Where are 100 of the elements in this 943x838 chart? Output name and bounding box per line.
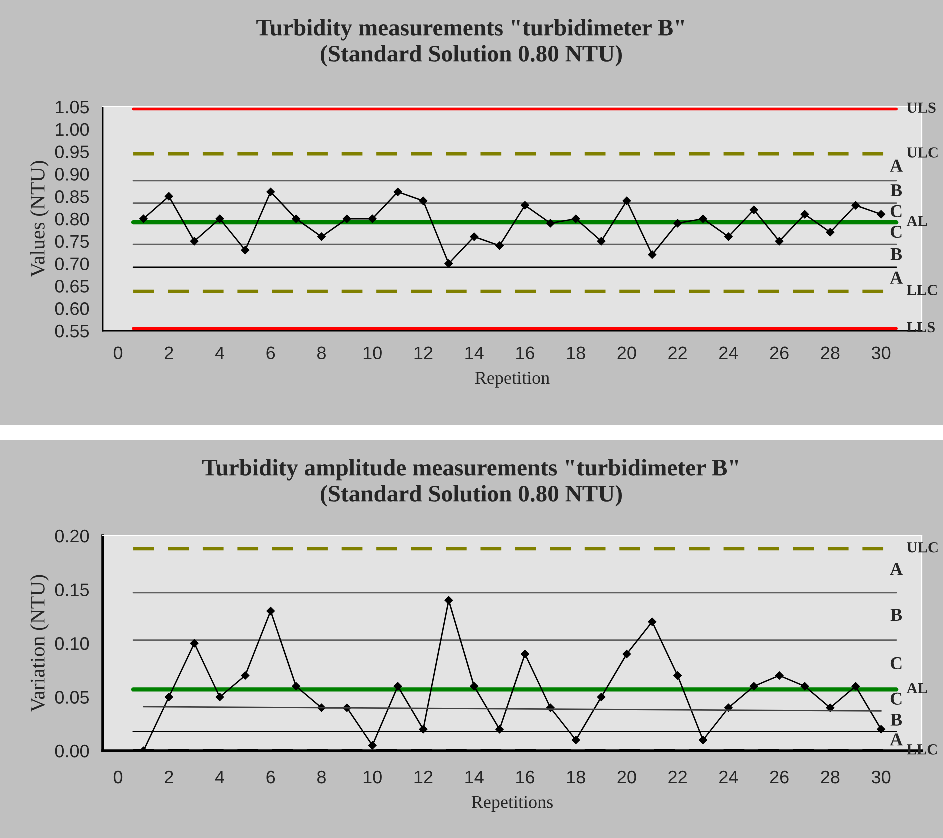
point xyxy=(521,201,530,210)
point xyxy=(216,693,224,702)
y-axis-title: Variation (NTU) xyxy=(30,575,50,712)
point xyxy=(419,196,428,206)
y-axis-title: Values (NTU) xyxy=(30,161,50,278)
x-tick-label: 16 xyxy=(516,346,534,360)
point xyxy=(216,214,224,224)
point xyxy=(470,682,478,691)
point xyxy=(800,682,810,691)
point xyxy=(648,250,657,259)
ref-line-label: LLC xyxy=(907,285,937,296)
point xyxy=(674,219,682,228)
annotation: B xyxy=(890,714,902,726)
point xyxy=(826,228,835,237)
point xyxy=(266,188,275,196)
annotation: C xyxy=(890,657,902,670)
point xyxy=(241,672,250,680)
point xyxy=(775,672,784,680)
x-tick-label: 0 xyxy=(114,346,123,360)
point xyxy=(622,650,632,658)
x-tick-label: 2 xyxy=(165,770,174,784)
x-tick-label: 30 xyxy=(872,770,891,784)
point xyxy=(419,725,428,734)
point xyxy=(852,682,860,691)
x-tick-label: 12 xyxy=(414,770,433,784)
point xyxy=(724,232,733,242)
point xyxy=(266,607,275,616)
point xyxy=(877,210,886,219)
y-tick-label: 0.55 xyxy=(55,324,90,338)
point xyxy=(699,214,708,224)
point xyxy=(444,596,454,605)
point xyxy=(190,639,199,648)
y-tick-label: 0.75 xyxy=(55,235,90,248)
x-tick-label: 10 xyxy=(364,770,382,784)
ref-line-label: AL xyxy=(906,216,928,226)
y-tick-label: 1.00 xyxy=(56,123,90,136)
y-tick-label: 0.65 xyxy=(55,280,90,293)
y-tick-label: 0.60 xyxy=(55,302,90,316)
x-tick-label: 16 xyxy=(516,770,534,784)
point xyxy=(674,672,682,680)
point xyxy=(165,192,174,201)
chart-title: Turbidity measurements "turbidimeter B" xyxy=(256,19,684,41)
x-tick-label: 10 xyxy=(364,346,382,360)
point xyxy=(368,741,377,750)
point xyxy=(343,214,352,224)
x-tick-label: 24 xyxy=(720,346,738,360)
x-tick-label: 22 xyxy=(668,770,687,784)
point xyxy=(496,242,504,250)
point xyxy=(318,232,326,242)
point xyxy=(190,237,199,246)
annotation: A xyxy=(890,734,903,746)
y-tick-label: 0.80 xyxy=(55,212,90,226)
x-axis-title: Repetition xyxy=(475,372,550,388)
x-tick-label: 20 xyxy=(618,346,636,360)
point xyxy=(292,682,300,691)
x-tick-label: 22 xyxy=(668,346,687,360)
x-tick-label: 8 xyxy=(318,770,326,784)
ref-line-label: ULC xyxy=(907,542,938,553)
point xyxy=(394,682,402,691)
y-tick-label: 0.00 xyxy=(55,744,90,758)
annotation: C xyxy=(890,205,902,218)
annotation: C xyxy=(890,692,902,705)
point xyxy=(852,201,860,210)
x-tick-label: 24 xyxy=(720,770,738,784)
y-tick-label: 0.95 xyxy=(55,146,90,159)
y-tick-label: 0.20 xyxy=(55,530,90,543)
x-tick-label: 4 xyxy=(215,771,224,784)
point xyxy=(750,206,758,214)
y-tick-label: 0.10 xyxy=(55,637,90,650)
x-tick-label: 26 xyxy=(770,346,789,360)
x-tick-label: 20 xyxy=(618,770,636,784)
point xyxy=(597,237,606,246)
point xyxy=(394,188,402,196)
x-tick-label: 26 xyxy=(770,770,789,784)
annotation: B xyxy=(890,184,902,197)
chart-subtitle: (Standard Solution 0.80 NTU) xyxy=(321,485,622,507)
x-tick-label: 6 xyxy=(266,770,276,784)
x-tick-label: 8 xyxy=(318,346,326,360)
x-tick-label: 0 xyxy=(114,770,123,784)
point xyxy=(521,650,530,658)
point xyxy=(877,725,886,734)
y-tick-label: 0.90 xyxy=(55,168,90,181)
annotation: A xyxy=(890,563,903,576)
y-tick-label: 1.05 xyxy=(56,100,90,114)
x-tick-label: 18 xyxy=(567,346,586,360)
y-tick-label: 0.15 xyxy=(55,584,90,596)
point xyxy=(750,682,758,691)
x-tick-label: 6 xyxy=(266,346,276,360)
point xyxy=(444,260,454,268)
ref-line-label: LLS xyxy=(907,322,935,333)
annotation: A xyxy=(890,272,903,284)
point xyxy=(572,214,580,224)
annotation: C xyxy=(890,226,902,238)
annotation: A xyxy=(890,160,903,172)
y-tick-label: 0.05 xyxy=(55,691,90,704)
x-tick-label: 14 xyxy=(466,346,484,360)
y-tick-label: 0.70 xyxy=(55,258,90,271)
ref-line-label: ULC xyxy=(907,148,938,158)
point xyxy=(648,618,657,626)
point xyxy=(546,219,555,228)
